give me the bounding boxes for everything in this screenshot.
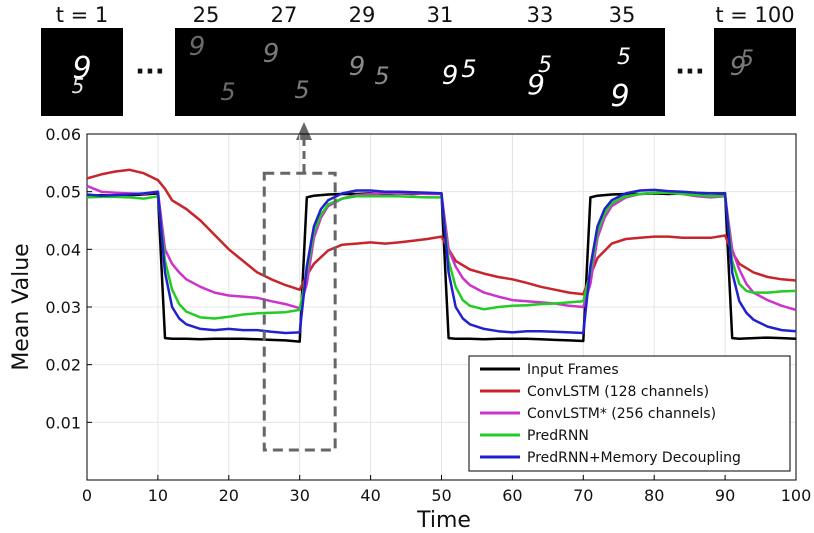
x-axis-label: Time (416, 508, 471, 533)
frame-image (41, 28, 123, 116)
x-tick-label: 10 (148, 486, 168, 505)
series-layer (86, 168, 797, 343)
frame-label: t = 100 (715, 3, 794, 27)
y-tick-label: 0.06 (45, 125, 81, 144)
frame-digit: 9 (442, 61, 459, 91)
highlight-box (262, 171, 337, 452)
x-tick-label: 20 (219, 486, 239, 505)
frame-label: 25 (193, 3, 220, 27)
ellipsis: ··· (675, 57, 705, 87)
frame-digit: 5 (220, 78, 235, 106)
x-tick-label: 30 (290, 486, 310, 505)
frame-image (714, 28, 796, 116)
y-tick-label: 0.02 (45, 356, 81, 375)
y-axis-label: Mean Value (9, 243, 34, 370)
frame-digit: 9 (72, 51, 91, 86)
frame-strip: t = 1 25 27 29 31 33 35 t = 100 9 5 ··· … (41, 3, 796, 116)
frame-label: t = 1 (56, 3, 109, 27)
frame-digit: 9 (527, 68, 545, 101)
frame-label: 31 (427, 3, 454, 27)
y-tick-label: 0.03 (45, 298, 81, 317)
frame-digit: 9 (349, 52, 366, 82)
ticks: 0 10 20 30 40 50 60 70 80 90 100 0.01 0.02 0.03 0.04 0.… (45, 125, 811, 505)
frame-digit: 9 (189, 32, 206, 62)
frame-digit: 5 (740, 47, 754, 72)
frame-label: 33 (527, 3, 554, 27)
x-tick-label: 50 (431, 486, 451, 505)
frame-digit: 5 (617, 45, 631, 70)
x-tick-label: 0 (82, 486, 92, 505)
x-tick-label: 80 (644, 486, 664, 505)
frame-digit: 5 (538, 53, 552, 78)
frame-label: 29 (349, 3, 376, 27)
y-tick-label: 0.01 (45, 413, 81, 432)
frame-digit: 9 (730, 52, 747, 82)
y-tick-label: 0.04 (45, 240, 81, 259)
legend: Input Frames ConvLSTM (128 channels) Con… (468, 355, 791, 472)
frame-digit: 5 (374, 62, 389, 90)
legend-label: Input Frames (527, 362, 619, 378)
frame-digit: 9 (610, 79, 629, 114)
x-tick-label: 70 (573, 486, 593, 505)
x-tick-label: 100 (781, 486, 812, 505)
legend-label: PredRNN+Memory Decoupling (527, 450, 741, 466)
frame-label: 27 (271, 3, 298, 27)
legend-box (468, 355, 791, 472)
frame-digit: 5 (294, 76, 309, 104)
x-tick-label: 90 (715, 486, 735, 505)
line-chart: 0 10 20 30 40 50 60 70 80 90 100 0.01 0.02 0.03 0.04 0.… (9, 125, 811, 533)
y-tick-label: 0.05 (45, 183, 81, 202)
x-tick-label: 40 (360, 486, 380, 505)
x-tick-label: 60 (502, 486, 522, 505)
frame-image-strip (175, 28, 665, 116)
frame-digit: 9 (263, 39, 280, 69)
highlight-arrow (296, 122, 312, 172)
ellipsis: ··· (135, 57, 165, 87)
frame-label: 35 (609, 3, 636, 27)
frame-digit: 5 (72, 74, 85, 98)
legend-label: ConvLSTM* (256 channels) (527, 406, 716, 422)
legend-label: ConvLSTM (128 channels) (527, 384, 709, 400)
series-line (86, 188, 797, 335)
frame-digit: 5 (461, 55, 476, 83)
legend-label: PredRNN (527, 428, 589, 444)
